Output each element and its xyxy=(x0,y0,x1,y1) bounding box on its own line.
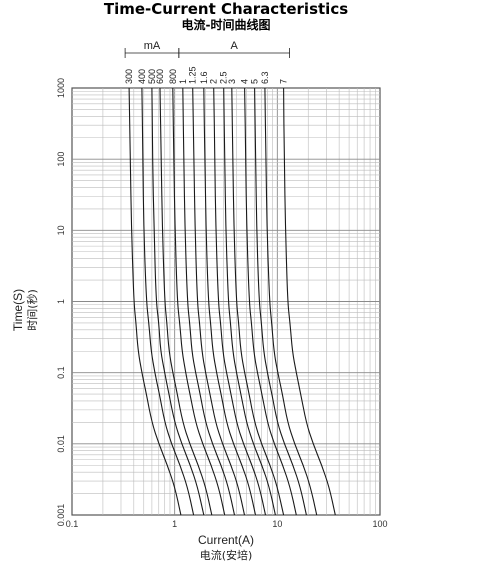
curve-500 xyxy=(151,87,205,516)
curve-1-25 xyxy=(192,87,246,516)
curve-2 xyxy=(213,87,267,516)
rating-label: 3 xyxy=(227,79,237,84)
y-axis-label: Time(S) xyxy=(11,289,25,331)
y-tick-label: 1000 xyxy=(56,78,66,98)
curve-4 xyxy=(244,87,297,516)
rating-label: 800 xyxy=(168,69,178,84)
fuse-curves xyxy=(128,87,336,516)
x-axis-label: Current(A) xyxy=(198,533,254,547)
rating-label: 4 xyxy=(240,79,250,84)
rating-label: 1.25 xyxy=(188,66,198,84)
chart-title: Time-Current Characteristics xyxy=(104,0,348,18)
rating-label: 6.3 xyxy=(260,71,270,84)
x-tick-label: 100 xyxy=(372,519,387,529)
y-tick-label: 0.1 xyxy=(56,366,66,379)
curve-600 xyxy=(159,87,213,516)
x-tick-label: 1 xyxy=(172,519,177,529)
x-tick-labels: 0.1 1 10 100 xyxy=(66,519,388,529)
curve-6-3 xyxy=(264,87,318,516)
curve-1 xyxy=(182,87,236,516)
rating-label: 400 xyxy=(137,69,147,84)
curve-800 xyxy=(172,87,226,516)
curve-3 xyxy=(231,87,285,516)
rating-groups: mA A xyxy=(124,40,290,58)
y-tick-label: 0.001 xyxy=(56,504,66,527)
curve-1-6 xyxy=(203,87,257,516)
curve-2-5 xyxy=(223,87,276,516)
y-tick-label: 100 xyxy=(56,152,66,167)
y-tick-label: 0.01 xyxy=(56,435,66,453)
plot-grid xyxy=(71,87,381,516)
rating-label: 5 xyxy=(250,79,260,84)
y-axis-label-cn: 时间(秒) xyxy=(25,289,39,331)
chart-subtitle: 电流-时间曲线图 xyxy=(182,17,271,32)
group-label: mA xyxy=(144,40,161,52)
rating-label: 300 xyxy=(124,69,134,84)
rating-label: 1.6 xyxy=(199,71,209,84)
rating-label: 1 xyxy=(178,79,188,84)
rating-label: 7 xyxy=(279,79,289,84)
curve-400 xyxy=(141,87,195,516)
rating-label: 2 xyxy=(209,79,219,84)
x-tick-label: 10 xyxy=(272,519,282,529)
group-label: A xyxy=(231,40,239,52)
rating-label: 2.5 xyxy=(219,71,229,84)
x-tick-label: 0.1 xyxy=(66,519,79,529)
curve-7 xyxy=(283,87,336,516)
curve-300 xyxy=(128,87,182,516)
rating-label: 500 xyxy=(147,69,157,84)
curve-5 xyxy=(254,87,307,516)
rating-label: 600 xyxy=(155,69,165,84)
y-tick-labels: 0.001 0.01 0.1 1 10 100 1000 xyxy=(56,78,66,526)
x-axis-label-cn: 电流(安培) xyxy=(200,548,253,562)
y-tick-label: 10 xyxy=(56,225,66,235)
y-tick-label: 1 xyxy=(56,299,66,304)
